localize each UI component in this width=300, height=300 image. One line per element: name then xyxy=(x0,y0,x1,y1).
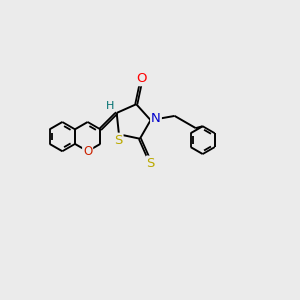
Text: O: O xyxy=(83,145,92,158)
Text: N: N xyxy=(151,112,161,125)
Text: S: S xyxy=(147,157,155,169)
Text: O: O xyxy=(136,72,147,85)
Text: S: S xyxy=(114,134,122,147)
Text: H: H xyxy=(106,101,114,111)
